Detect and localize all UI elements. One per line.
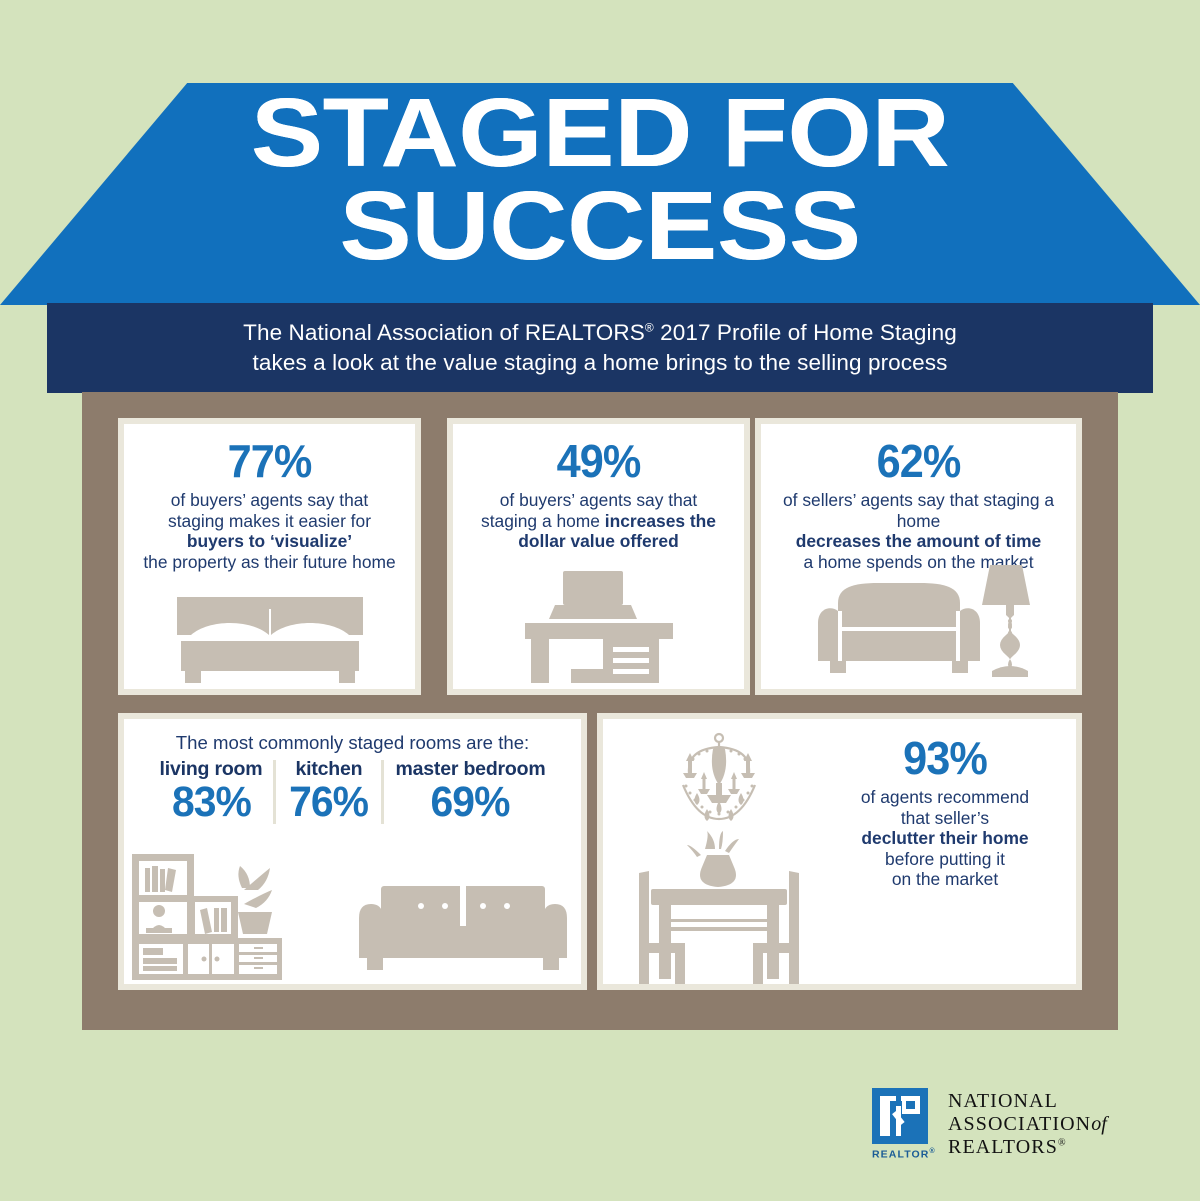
nar-logo-mark: REALTOR® — [872, 1088, 936, 1161]
stat-card-visualize-inner: 77% of buyers’ agents say that staging m… — [124, 424, 415, 689]
copy-line-1: of sellers’ agents say that staging a ho… — [783, 490, 1054, 531]
copy-line-5: on the market — [891, 869, 999, 890]
roof-shape — [0, 83, 1200, 305]
stat-card-dollar-value: 49% of buyers’ agents say that staging a… — [447, 418, 750, 695]
copy-line-3-bold: buyers to ‘visualize’ — [186, 531, 353, 552]
room-percent-master-bedroom: 69% — [431, 777, 511, 826]
chandelier-icon — [681, 732, 757, 821]
copy-line-2: that seller’s — [900, 807, 990, 828]
subtitle-text-a: The National Association of REALTORS — [243, 320, 645, 346]
room-column-master-bedroom: master bedroom 69% — [381, 758, 556, 826]
subtitle-line-2: takes a look at the value staging a home… — [252, 350, 948, 375]
icon-area-bed — [124, 593, 415, 683]
copy-line-1: of buyers’ agents say that — [499, 490, 698, 510]
stat-copy-dollar: of buyers’ agents say that staging a hom… — [453, 490, 744, 552]
stat-card-time-on-market: 62% of sellers’ agents say that staging … — [755, 418, 1082, 695]
icon-area-armchair-lamp — [761, 565, 1076, 683]
stat-card-most-staged-rooms: The most commonly staged rooms are the: … — [118, 713, 587, 990]
roof-container: STAGED FOR SUCCESS — [0, 0, 1200, 305]
copy-line-3: a home spends on the market — [803, 551, 1034, 572]
copy-line-4: before putting it — [885, 848, 1005, 869]
house-body: 77% of buyers’ agents say that staging m… — [82, 392, 1118, 1030]
nar-org-line-2-wrap: ASSOCIATIONof — [948, 1113, 1107, 1136]
copy-line-1: of buyers’ agents say that — [170, 490, 369, 510]
copy-line-3-bold: dollar value offered — [518, 531, 679, 552]
room-column-kitchen: kitchen 76% — [273, 758, 381, 826]
realtor-wordmark: REALTOR® — [872, 1148, 936, 1161]
copy-line-2-bold: increases the — [604, 510, 716, 531]
copy-line-2: staging a home — [481, 510, 605, 531]
stat-card-rooms-inner: The most commonly staged rooms are the: … — [124, 719, 581, 984]
subtitle-line-1: The National Association of REALTORS® 20… — [243, 318, 957, 348]
subtitle-text-b: 2017 Profile of Home Staging — [653, 320, 957, 346]
stat-card-time-inner: 62% of sellers’ agents say that staging … — [761, 424, 1076, 689]
nar-org-of: of — [1091, 1113, 1107, 1136]
room-label-living-room: living room — [159, 758, 263, 780]
stat-card-dollar-inner: 49% of buyers’ agents say that staging a… — [453, 424, 744, 689]
nar-org-sup: ® — [1057, 1137, 1067, 1149]
stat-copy-visualize: of buyers’ agents say that staging makes… — [124, 490, 415, 572]
copy-line-2: staging makes it easier for — [168, 510, 371, 531]
rooms-heading: The most commonly staged rooms are the: — [175, 732, 530, 753]
nar-logo: REALTOR® NATIONAL ASSOCIATIONof REALTORS… — [872, 1088, 1107, 1161]
room-label-master-bedroom: master bedroom — [395, 758, 546, 780]
rooms-row: living room 83% kitchen 76% master bedro… — [124, 758, 581, 826]
declutter-icon-area — [617, 727, 832, 984]
room-percent-living-room: 83% — [171, 777, 251, 826]
nar-org-line-2: ASSOCIATION — [948, 1113, 1092, 1136]
copy-line-1: of agents recommend — [860, 787, 1030, 807]
copy-line-4: the property as their future home — [143, 551, 396, 572]
bookshelf-icon — [132, 854, 282, 980]
stat-percent-77: 77% — [227, 435, 313, 487]
room-label-kitchen: kitchen — [295, 758, 363, 780]
stat-copy-time: of sellers’ agents say that staging a ho… — [761, 490, 1076, 572]
bed-icon — [176, 597, 363, 683]
room-column-living-room: living room 83% — [149, 758, 274, 826]
nar-org-name: NATIONAL ASSOCIATIONof REALTORS® — [948, 1090, 1107, 1160]
stat-copy-declutter: 93% of agents recommend that seller’s de… — [820, 735, 1070, 890]
subtitle-band: The National Association of REALTORS® 20… — [47, 303, 1153, 393]
nar-org-line-3: REALTORS — [948, 1136, 1058, 1159]
nar-org-line-1: NATIONAL — [948, 1090, 1058, 1112]
copy-line-2-bold: decreases the amount of time — [795, 531, 1042, 552]
armchair-lamp-icon — [817, 565, 1030, 677]
stat-card-declutter-inner: 93% of agents recommend that seller’s de… — [603, 719, 1076, 984]
stat-percent-93: 93% — [903, 732, 988, 784]
copy-line-3-bold: declutter their home — [861, 828, 1029, 849]
stat-percent-49: 49% — [556, 435, 642, 487]
stat-card-visualize: 77% of buyers’ agents say that staging m… — [118, 418, 421, 695]
dining-table-icon — [639, 831, 799, 984]
registered-mark: ® — [644, 320, 654, 335]
stat-percent-62: 62% — [876, 435, 962, 487]
realtor-r-icon — [872, 1088, 928, 1144]
realtor-word-text: REALTOR — [872, 1148, 930, 1161]
realtor-word-sup: ® — [929, 1148, 936, 1155]
stat-card-declutter: 93% of agents recommend that seller’s de… — [597, 713, 1082, 990]
room-percent-kitchen: 76% — [289, 777, 369, 826]
declutter-copy-lines: of agents recommend that seller’s declut… — [820, 787, 1070, 890]
rooms-icon-area — [124, 848, 581, 980]
icon-area-desk — [453, 571, 744, 683]
sofa-icon — [359, 886, 567, 970]
nar-org-line-3-wrap: REALTORS® — [948, 1136, 1107, 1159]
desk-icon — [524, 571, 673, 683]
